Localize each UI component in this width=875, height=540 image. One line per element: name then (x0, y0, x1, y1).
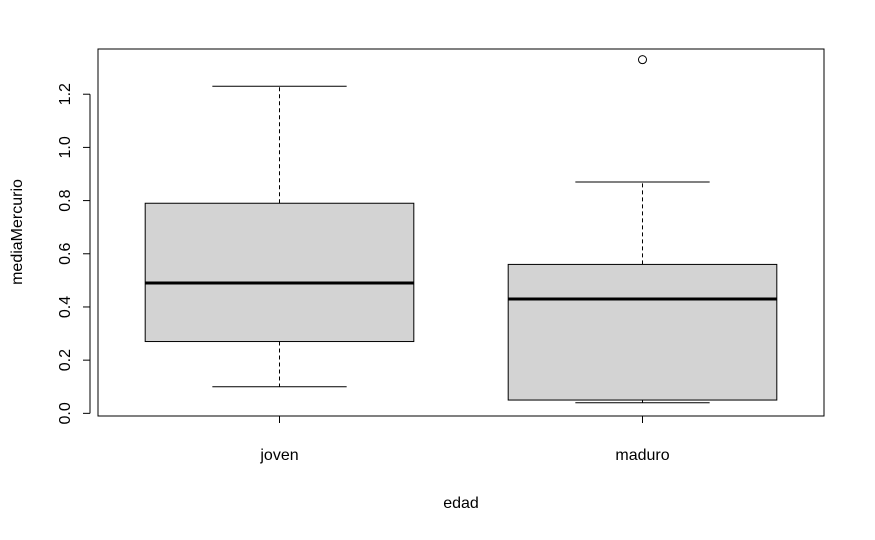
iqr-box (144, 202, 415, 343)
box-maduro (507, 55, 778, 404)
boxes (144, 55, 778, 404)
y-axis: 0.0 0.2 0.4 0.6 0.8 1.0 1.2 (57, 83, 91, 424)
x-axis: joven maduro (259, 416, 670, 464)
y-tick-label: 1.2 (57, 83, 74, 105)
y-tick-label: 1.0 (57, 136, 74, 158)
y-tick-label: 0.0 (57, 402, 74, 424)
outlier-point (638, 55, 647, 65)
y-tick-label: 0.8 (57, 189, 74, 211)
x-tick-label: maduro (615, 447, 669, 464)
x-axis-title: edad (443, 495, 479, 512)
y-tick-label: 0.6 (57, 243, 74, 265)
plot-frame (97, 48, 825, 417)
y-tick-label: 0.2 (57, 349, 74, 371)
iqr-box (507, 263, 778, 401)
x-tick-label: joven (259, 447, 298, 464)
y-axis-title: mediaMercurio (9, 179, 26, 285)
y-tick-label: 0.4 (57, 296, 74, 318)
box-joven (144, 85, 415, 388)
